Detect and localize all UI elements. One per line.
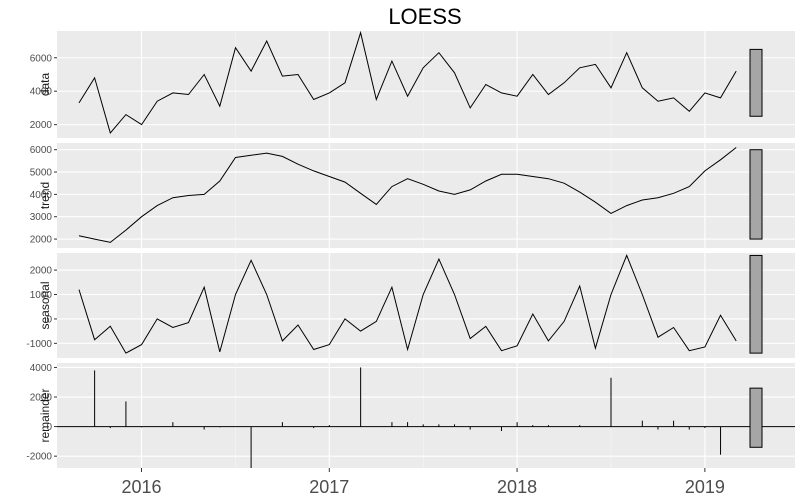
- y-tick-label: 1000: [30, 290, 53, 301]
- panel-label-data: data: [38, 72, 52, 96]
- x-tick-label: 2019: [685, 477, 725, 497]
- scale-bar: [749, 48, 763, 117]
- seasonal-series-line: [78, 254, 737, 354]
- y-tick-label: -1000: [26, 339, 52, 350]
- y-tick-label: 6000: [30, 53, 53, 64]
- y-tick-label: 2000: [30, 120, 53, 131]
- y-tick-label: 0: [46, 422, 52, 433]
- panel-background: [57, 143, 795, 248]
- x-tick-label: 2017: [309, 477, 349, 497]
- data-series-line: [78, 30, 737, 135]
- panel-seasonal: -1000 0 1000 2000 seasonal: [26, 253, 795, 358]
- panel-trend: 2000 3000 4000 5000 6000 trend: [30, 143, 795, 248]
- x-tick-label: 2016: [121, 477, 161, 497]
- chart-title: LOESS: [388, 4, 461, 29]
- panels-group: 2000 4000 6000 data 2000 3000 4000 5000 6000 tren…: [26, 30, 795, 468]
- y-tick-label: 2000: [30, 266, 53, 277]
- y-tick-label: 2000: [30, 393, 53, 404]
- scale-bar: [749, 387, 763, 448]
- panel-label-seasonal: seasonal: [38, 281, 52, 329]
- y-tick-label: 5000: [30, 168, 53, 179]
- x-axis: 2016 2017 2018 2019: [121, 468, 725, 497]
- y-tick-label: 0: [46, 314, 52, 325]
- panel-label-remainder: remainder: [38, 388, 52, 442]
- panel-background: [57, 31, 795, 138]
- y-tick-label: 6000: [30, 145, 53, 156]
- y-tick-label: 3000: [30, 212, 53, 223]
- panel-background: [57, 363, 795, 468]
- panel-data: 2000 4000 6000 data: [30, 30, 795, 138]
- panel-label-trend: trend: [38, 182, 52, 209]
- y-tick-label: 4000: [30, 363, 53, 374]
- y-tick-label: 4000: [30, 87, 53, 98]
- y-tick-label: 4000: [30, 190, 53, 201]
- scale-bar: [749, 149, 763, 240]
- y-tick-label: 2000: [30, 235, 53, 246]
- panel-remainder: -2000 0 2000 4000 remainder: [26, 363, 795, 468]
- y-tick-label: -2000: [26, 452, 52, 463]
- x-tick-label: 2018: [497, 477, 537, 497]
- panel-background: [57, 253, 795, 358]
- trend-series-line: [78, 147, 737, 243]
- scale-bar: [749, 254, 763, 354]
